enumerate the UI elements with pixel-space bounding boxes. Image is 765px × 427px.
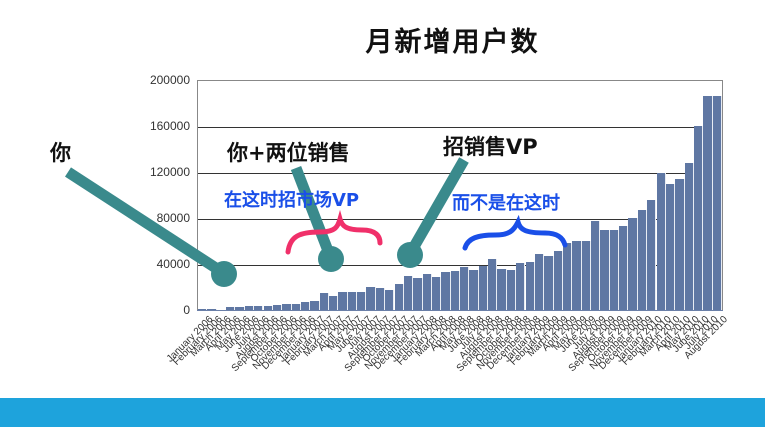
footer-band	[0, 398, 765, 427]
y-tick-40000: 40000	[156, 257, 190, 271]
x-axis-line	[197, 310, 723, 311]
pointer-you-icon	[65, 167, 237, 287]
bar	[647, 199, 657, 310]
bar	[665, 183, 676, 310]
bar	[609, 229, 620, 310]
bar	[291, 303, 301, 310]
bar	[534, 253, 545, 310]
bar	[506, 269, 517, 310]
y-tick-200000: 200000	[149, 73, 190, 87]
bar	[310, 300, 320, 310]
bar	[450, 270, 460, 310]
bar	[712, 96, 722, 310]
bar	[656, 173, 666, 310]
bar	[516, 262, 526, 310]
bar	[282, 303, 292, 310]
bar	[413, 277, 423, 310]
pink-brace-icon	[285, 209, 383, 255]
bar	[244, 305, 255, 310]
bar	[403, 275, 414, 310]
bar	[347, 291, 358, 310]
bar	[544, 255, 554, 310]
bar	[272, 304, 283, 310]
bar	[366, 287, 376, 310]
bar	[226, 307, 236, 310]
gridline-40000	[198, 265, 722, 266]
bar	[329, 296, 339, 310]
bar	[441, 272, 451, 310]
bar	[675, 178, 685, 310]
y-tick-0: 0	[183, 303, 190, 317]
bar	[422, 274, 432, 310]
annotation-you-plus-two-sales: 你+两位销售	[227, 141, 350, 165]
annotation-you: 你	[50, 141, 71, 165]
pointer-two-sales-icon	[290, 166, 344, 272]
chart-title: 月新增用户数	[365, 27, 540, 58]
bar	[553, 251, 563, 310]
bar	[600, 229, 610, 310]
annotation-hire-marketing-vp-here: 在这时招市场VP	[224, 190, 360, 211]
bar	[572, 241, 582, 310]
annotation-not-here: 而不是在这时	[452, 193, 560, 214]
y-tick-120000: 120000	[149, 165, 190, 179]
bar	[637, 209, 648, 310]
bar	[703, 96, 713, 310]
pointer-sales-vp-icon	[397, 157, 469, 268]
gridline-80000	[198, 219, 722, 220]
bar	[693, 126, 704, 310]
y-tick-80000: 80000	[156, 211, 190, 225]
bar	[488, 259, 498, 310]
bar	[394, 283, 404, 310]
bar	[619, 226, 629, 310]
bar	[431, 276, 442, 310]
bar	[319, 292, 329, 310]
bar	[198, 308, 208, 310]
bar	[497, 268, 507, 310]
bar	[525, 261, 535, 310]
bar	[385, 290, 395, 310]
gridline-160000	[198, 127, 722, 128]
annotation-hire-sales-vp: 招销售VP	[443, 135, 538, 159]
bar	[562, 243, 573, 310]
bar	[263, 305, 273, 310]
bar	[684, 162, 694, 310]
bar	[338, 291, 348, 310]
bar	[357, 291, 367, 310]
bar	[300, 301, 311, 310]
bar	[581, 241, 591, 310]
y-tick-160000: 160000	[149, 119, 190, 133]
bar	[478, 266, 489, 310]
bar	[254, 305, 264, 310]
bar	[591, 221, 601, 310]
bar-series	[198, 80, 722, 310]
bar	[235, 307, 245, 310]
bar	[207, 309, 217, 310]
bar	[460, 267, 470, 310]
bar	[469, 269, 479, 310]
bar	[628, 218, 638, 310]
bar	[375, 288, 386, 310]
blue-brace-icon	[462, 214, 568, 251]
